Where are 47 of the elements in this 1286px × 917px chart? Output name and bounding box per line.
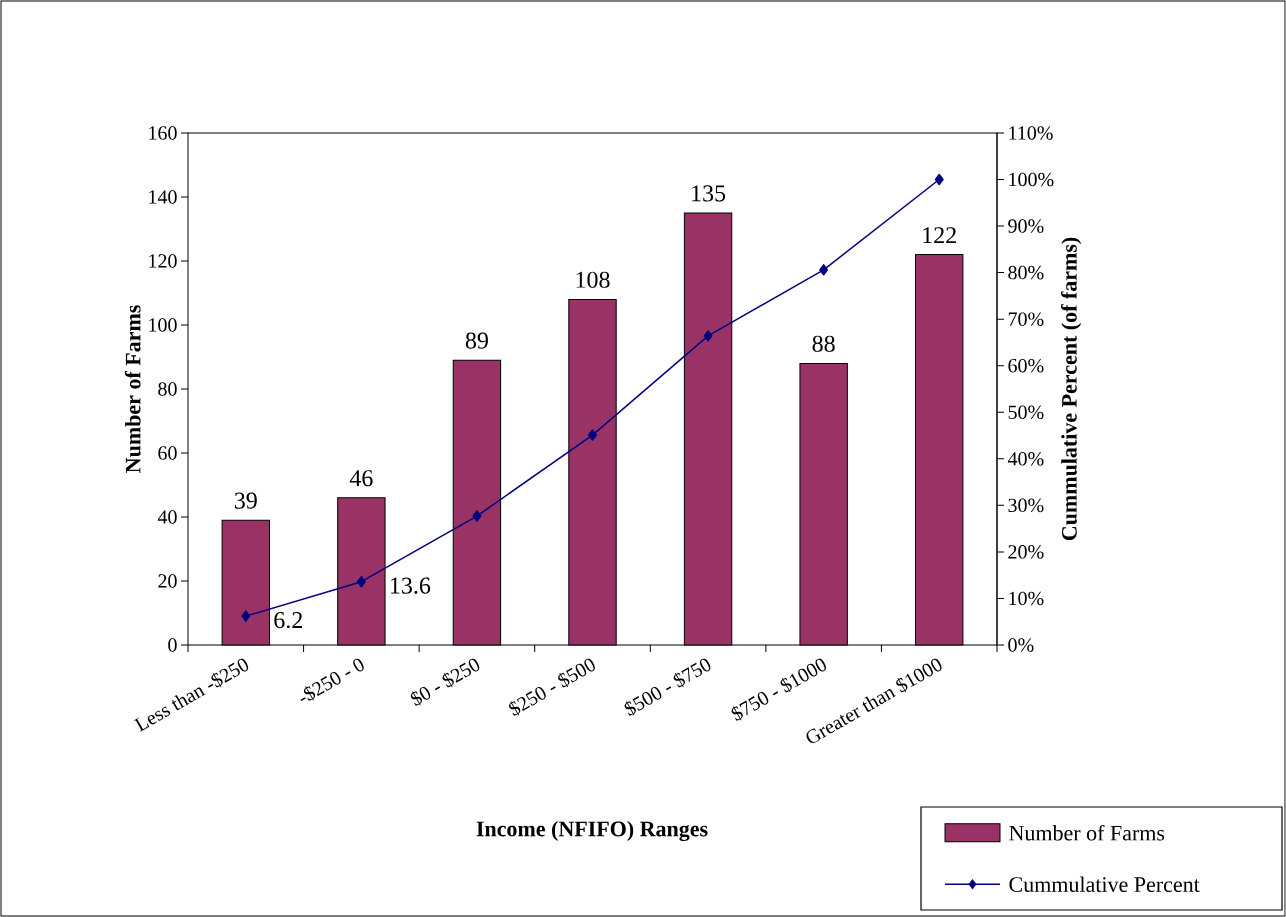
y2-tick-label: 90% — [1008, 219, 1044, 233]
legend-label: Cummulative Percent — [1009, 876, 1200, 892]
y-axis-title: Number of Farms — [124, 305, 141, 473]
data-label: 39 — [234, 492, 257, 509]
x-tick-label: $0 - $250 — [410, 658, 480, 706]
y-tick-label: 0 — [168, 638, 177, 652]
y2-tick-label: 110% — [1009, 126, 1053, 140]
y2-tick-label: 30% — [1008, 498, 1044, 513]
legend-label: Number of Farms — [1009, 824, 1165, 841]
y2-tick-label: 40% — [1007, 452, 1044, 466]
x-tick-label: $250 - $500 — [509, 658, 595, 716]
y2-axis-title: Cummulative Percent (of farms) — [1061, 237, 1082, 541]
y-tick-label: 60 — [158, 446, 177, 460]
x-tick-label: -$250 - 0 — [300, 658, 364, 702]
data-label: 13.6 — [391, 577, 431, 594]
y-tick-label: 100 — [149, 318, 177, 332]
y2-tick-label: 80% — [1008, 265, 1044, 280]
x-tick-label: $500 - $750 — [624, 658, 711, 716]
point — [241, 610, 251, 622]
data-label: 89 — [465, 332, 488, 349]
y2-tick-label: 50% — [1008, 405, 1044, 420]
point — [588, 429, 597, 441]
data-label: 122 — [923, 227, 956, 244]
point — [819, 264, 829, 276]
data-label: 6.2 — [274, 612, 302, 629]
x-tick-label: Less than -$250 — [133, 658, 249, 732]
y2-tick-label: 60% — [1008, 358, 1044, 373]
point — [472, 510, 482, 522]
data-label: 46 — [349, 470, 373, 487]
point — [934, 173, 944, 186]
y2-tick-label: 0% — [1008, 638, 1034, 652]
point — [356, 575, 366, 588]
y-tick-label: 20 — [158, 574, 177, 588]
point — [703, 330, 713, 342]
y-tick-label: 120 — [149, 254, 177, 268]
y2-tick-label: 10% — [1009, 591, 1044, 606]
y2-tick-label: 100% — [1009, 172, 1054, 187]
y-tick-label: 140 — [149, 190, 177, 204]
data-label: 88 — [812, 335, 835, 352]
y-tick-label: 160 — [149, 126, 177, 140]
y2-tick-label: 70% — [1008, 312, 1044, 326]
y2-tick-label: 20% — [1008, 545, 1044, 559]
y-tick-label: 80 — [158, 382, 177, 396]
data-label: 135 — [692, 185, 726, 202]
y-tick-label: 40 — [157, 510, 177, 524]
data-label: 108 — [576, 271, 610, 288]
x-axis-title: Income (NFIFO) Ranges — [476, 820, 708, 842]
